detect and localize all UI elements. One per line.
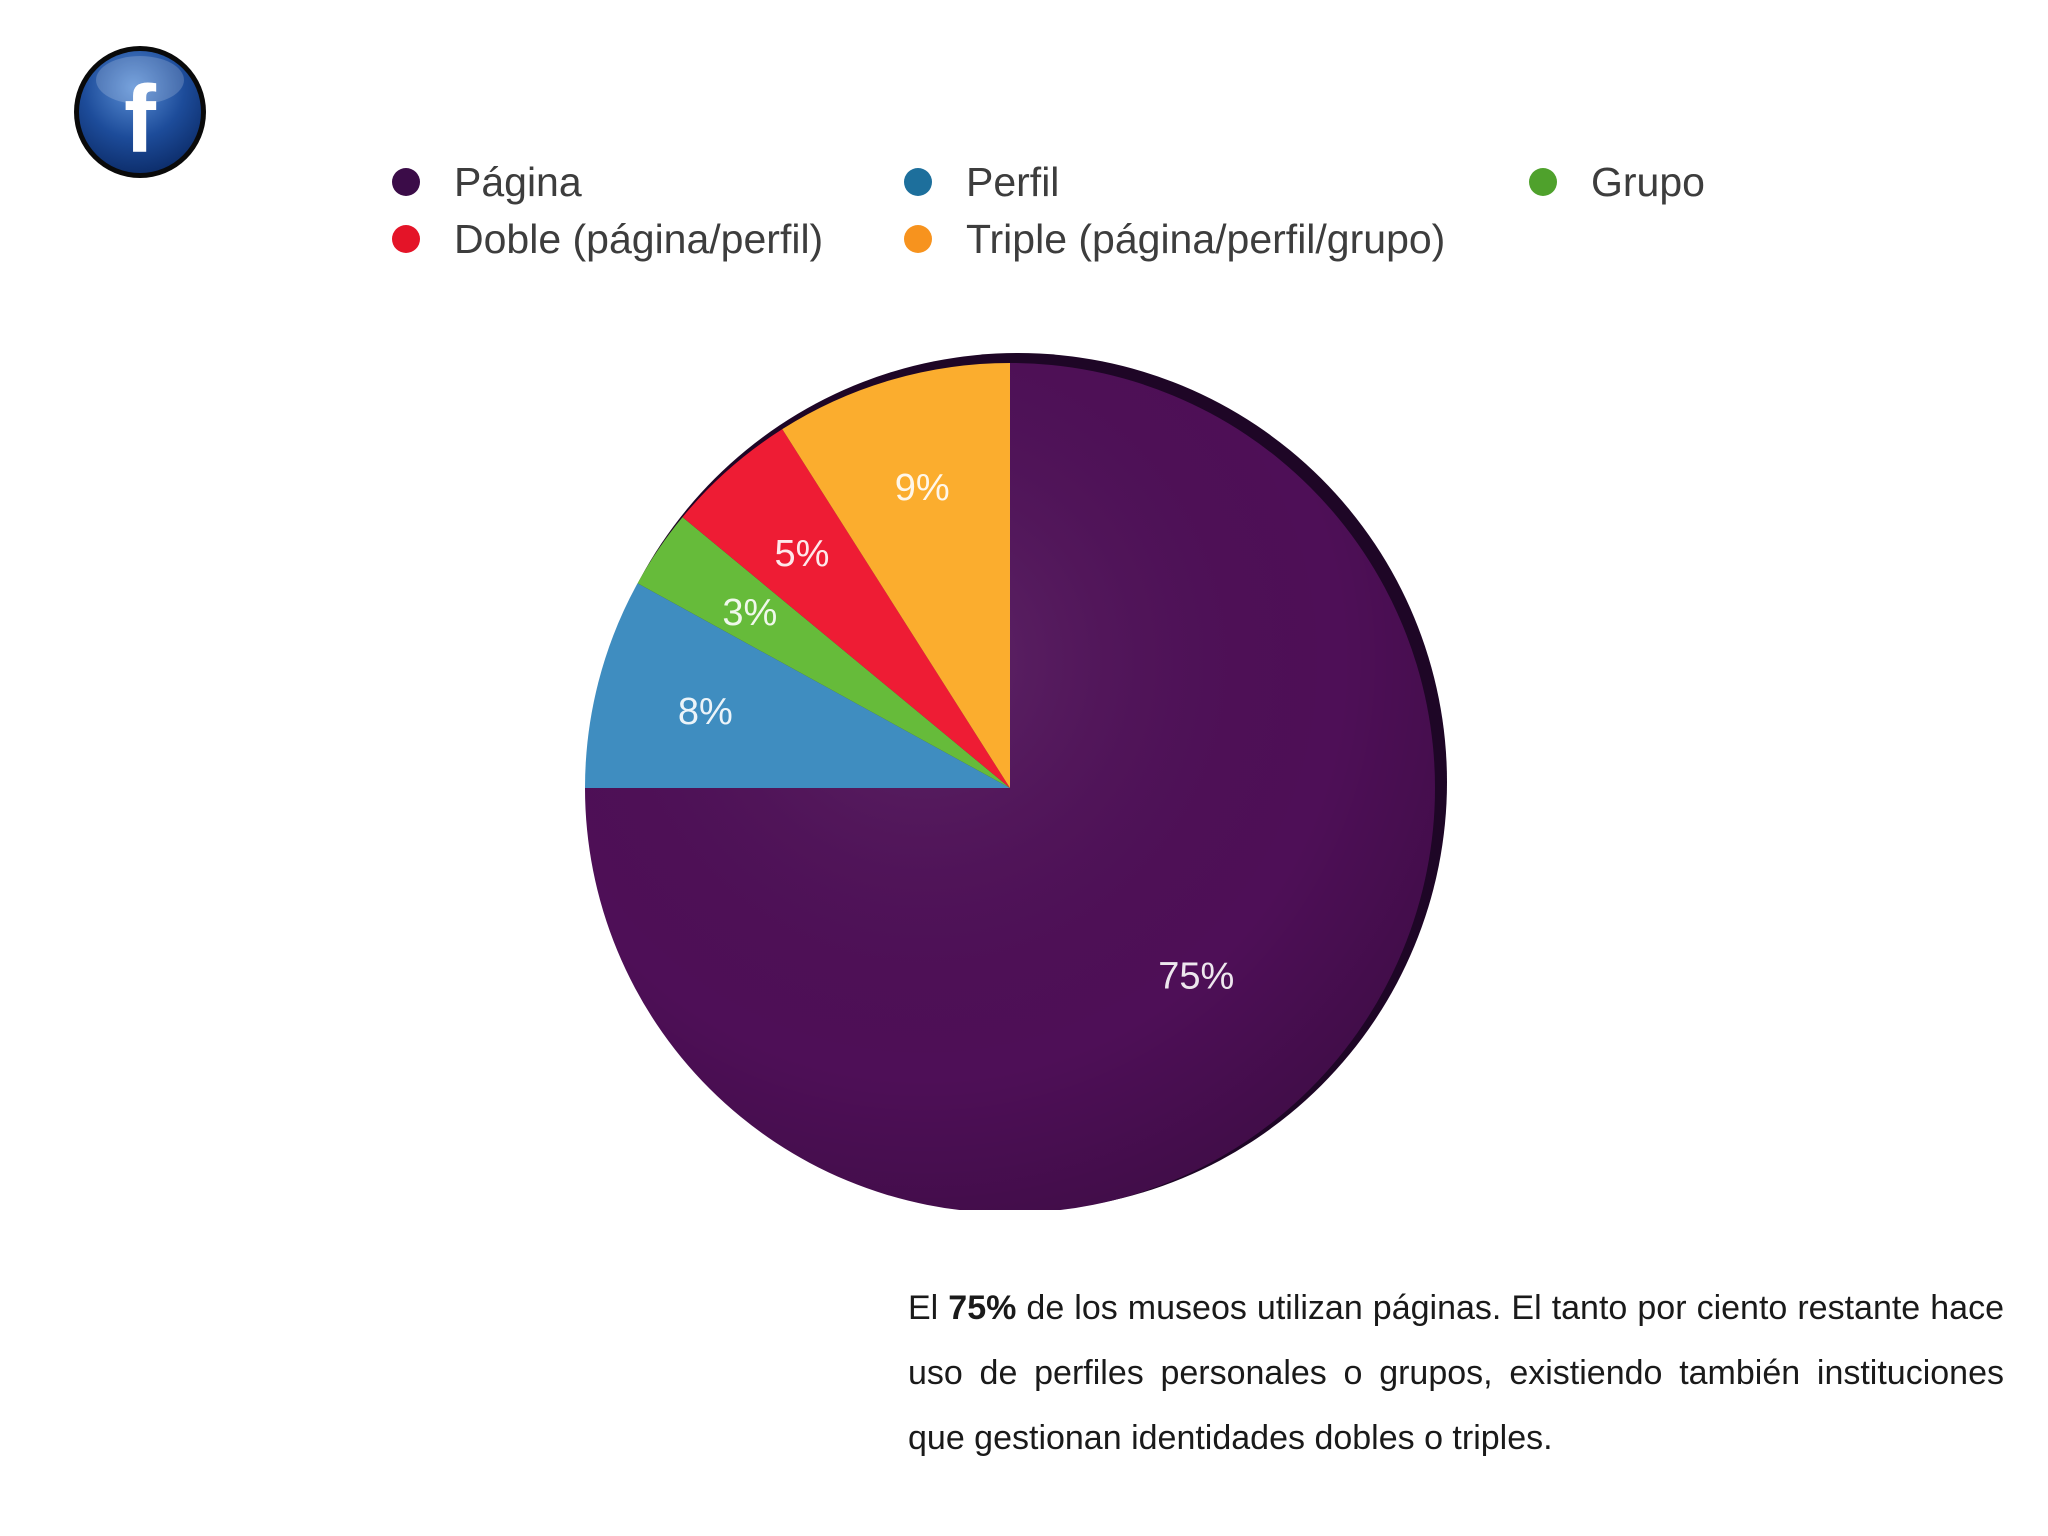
pie-label-pagina: 75% [1158,955,1234,997]
legend-swatch [1529,168,1557,196]
pie-slice-perfil [585,583,1010,788]
chart-legend: Página Perfil Grupo Doble (página/perfil… [385,154,1765,284]
legend-label: Triple (página/perfil/grupo) [966,215,1446,262]
legend-item-triple: Triple (página/perfil/grupo) [897,211,1445,267]
legend-label: Página [454,158,582,205]
legend-item-grupo: Grupo [1522,154,1705,210]
legend-label: Grupo [1591,158,1705,205]
facebook-icon[interactable]: f [70,42,210,182]
legend-swatch [904,225,932,253]
pie-slice-triple [782,363,1010,788]
pie-chart: 75% 8% 3% 5% 9% [585,353,1447,1210]
legend-item-pagina: Página [385,154,582,210]
caption-highlight: 75% [948,1289,1017,1327]
legend-swatch [392,168,420,196]
pie-slice-doble [682,429,1010,788]
legend-label: Perfil [966,158,1060,205]
legend-swatch [392,225,420,253]
legend-item-doble: Doble (página/perfil) [385,211,823,267]
svg-text:f: f [124,66,157,173]
pie-label-doble: 5% [775,533,830,575]
pie-label-perfil: 8% [678,691,733,733]
legend-label: Doble (página/perfil) [454,215,824,262]
legend-item-perfil: Perfil [897,154,1059,210]
legend-swatch [904,168,932,196]
pie-slice-grupo [637,517,1010,788]
pie-label-grupo: 3% [722,592,777,634]
pie-label-triple: 9% [895,467,950,509]
chart-caption: El 75% de los museos utilizan páginas. E… [908,1289,2004,1457]
